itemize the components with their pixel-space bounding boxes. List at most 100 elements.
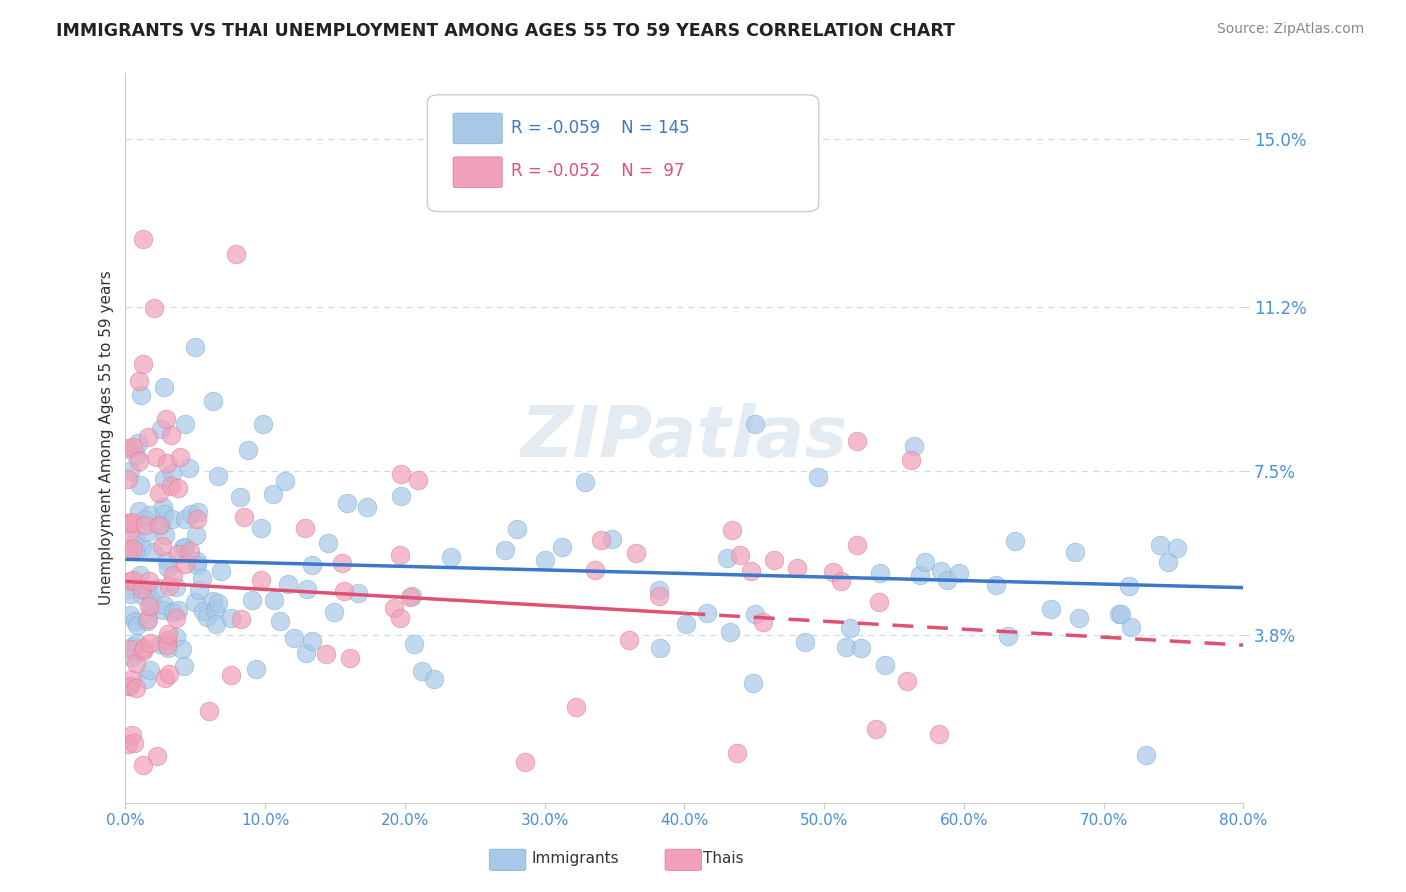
- Point: [165, 611, 187, 625]
- Point: [121, 542, 143, 557]
- Point: [744, 417, 766, 431]
- Point: [675, 617, 697, 632]
- Point: [356, 500, 378, 515]
- Point: [406, 473, 429, 487]
- Point: [124, 681, 146, 696]
- Point: [402, 637, 425, 651]
- Point: [186, 554, 208, 568]
- Point: [835, 640, 858, 655]
- Text: R = -0.052    N =  97: R = -0.052 N = 97: [512, 162, 685, 180]
- Point: [125, 636, 148, 650]
- Point: [1069, 611, 1091, 625]
- Point: [152, 500, 174, 515]
- FancyBboxPatch shape: [453, 157, 502, 187]
- Point: [997, 629, 1019, 643]
- Point: [225, 246, 247, 260]
- Point: [793, 634, 815, 648]
- Point: [149, 637, 172, 651]
- Point: [262, 487, 284, 501]
- Point: [174, 557, 197, 571]
- Point: [135, 614, 157, 628]
- Point: [263, 592, 285, 607]
- Point: [1064, 545, 1087, 559]
- Point: [191, 571, 214, 585]
- Point: [873, 658, 896, 673]
- Point: [135, 525, 157, 540]
- Point: [600, 533, 623, 547]
- Point: [179, 544, 201, 558]
- Point: [807, 470, 830, 484]
- Point: [322, 605, 344, 619]
- Point: [720, 625, 742, 640]
- Point: [121, 672, 143, 686]
- Point: [131, 540, 153, 554]
- Point: [117, 516, 139, 530]
- Point: [202, 393, 225, 408]
- Point: [339, 651, 361, 665]
- Point: [177, 460, 200, 475]
- Point: [117, 472, 139, 486]
- Text: R = -0.059    N = 145: R = -0.059 N = 145: [512, 119, 690, 136]
- Point: [935, 573, 957, 587]
- Point: [162, 512, 184, 526]
- Point: [141, 545, 163, 559]
- Point: [716, 550, 738, 565]
- Point: [167, 603, 190, 617]
- Point: [139, 600, 162, 615]
- Point: [865, 722, 887, 736]
- Point: [229, 612, 252, 626]
- Point: [233, 509, 256, 524]
- Point: [155, 412, 177, 426]
- Point: [914, 555, 936, 569]
- Point: [117, 679, 139, 693]
- Point: [219, 611, 242, 625]
- Point: [900, 453, 922, 467]
- Point: [121, 573, 143, 587]
- Point: [187, 505, 209, 519]
- Point: [174, 540, 197, 554]
- Point: [167, 481, 190, 495]
- Point: [564, 700, 586, 714]
- Point: [422, 672, 444, 686]
- Point: [515, 755, 537, 769]
- Point: [139, 663, 162, 677]
- Point: [903, 439, 925, 453]
- Point: [252, 417, 274, 431]
- Point: [157, 579, 180, 593]
- Point: [152, 472, 174, 486]
- Point: [138, 599, 160, 613]
- Point: [153, 671, 176, 685]
- Point: [204, 603, 226, 617]
- Point: [132, 758, 155, 772]
- Point: [135, 672, 157, 686]
- Point: [118, 607, 141, 622]
- Point: [127, 618, 149, 632]
- Point: [696, 606, 718, 620]
- Point: [149, 518, 172, 533]
- Point: [583, 563, 606, 577]
- Point: [948, 566, 970, 580]
- Point: [830, 574, 852, 588]
- Point: [624, 546, 647, 560]
- Point: [125, 448, 148, 462]
- Point: [198, 704, 221, 718]
- Point: [128, 504, 150, 518]
- Point: [136, 612, 159, 626]
- Point: [648, 589, 671, 603]
- Text: IMMIGRANTS VS THAI UNEMPLOYMENT AMONG AGES 55 TO 59 YEARS CORRELATION CHART: IMMIGRANTS VS THAI UNEMPLOYMENT AMONG AG…: [56, 22, 955, 40]
- Point: [574, 475, 596, 489]
- Point: [742, 676, 765, 690]
- Point: [152, 380, 174, 394]
- Point: [162, 466, 184, 480]
- Point: [160, 428, 183, 442]
- Point: [173, 658, 195, 673]
- Point: [173, 512, 195, 526]
- Point: [117, 543, 139, 558]
- Point: [131, 588, 153, 602]
- Point: [186, 512, 208, 526]
- Point: [117, 738, 139, 752]
- Point: [183, 595, 205, 609]
- Point: [534, 552, 557, 566]
- Point: [118, 574, 141, 588]
- Point: [146, 581, 169, 595]
